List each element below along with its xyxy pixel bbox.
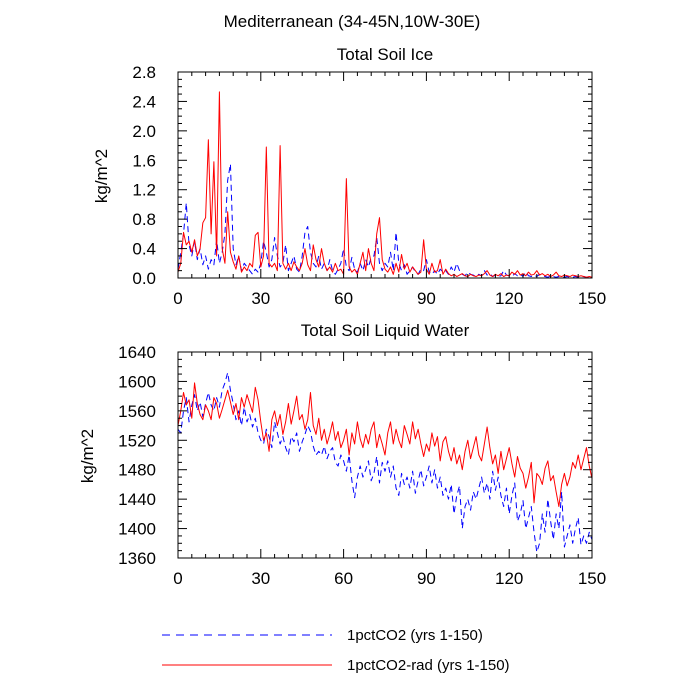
soil-liquid-series-layer: [177, 372, 593, 553]
soil-ice-xtick-label: 30: [251, 289, 270, 308]
legend-label-1pctco2-rad: 1pctCO2-rad (yrs 1-150): [347, 657, 510, 674]
soil-ice-ytick-label: 0.0: [132, 269, 156, 288]
region-title: Mediterranean (34-45N,10W-30E): [224, 12, 481, 31]
soil-liquid-series-1pctco2-line: [177, 372, 593, 553]
legend: 1pctCO2 (yrs 1-150) 1pctCO2-rad (yrs 1-1…: [162, 627, 510, 674]
soil-ice-ytick-label: 1.2: [132, 181, 156, 200]
soil-liquid-ytick-label: 1560: [118, 402, 156, 421]
soil-ice-ytick-label: 0.4: [132, 240, 156, 259]
soil-liquid-xtick-label: 30: [251, 569, 270, 588]
legend-label-1pctco2: 1pctCO2 (yrs 1-150): [347, 627, 483, 644]
soil-liquid-xtick-label: 60: [334, 569, 353, 588]
soil-ice-panel: Total Soil Ice kg/m^2 0 30 60 90 120 150 0.0 0.…: [92, 45, 606, 308]
soil-liquid-series-1pctco2-rad-line: [177, 382, 593, 507]
soil-ice-series-1pctco2-rad-line: [177, 91, 593, 278]
soil-liquid-ytick-label: 1520: [118, 431, 156, 450]
soil-liquid-ytick-label: 1400: [118, 520, 156, 539]
soil-ice-title: Total Soil Ice: [337, 45, 433, 64]
soil-ice-xtick-label: 120: [495, 289, 523, 308]
soil-liquid-xtick-label: 0: [173, 569, 182, 588]
soil-liquid-panel: Total Soil Liquid Water kg/m^2 0 30 60 90 12…: [78, 321, 606, 588]
soil-ice-ytick-label: 2.4: [132, 92, 156, 111]
soil-ice-xtick-label: 0: [173, 289, 182, 308]
soil-liquid-xtick-label: 90: [417, 569, 436, 588]
soil-ice-series-layer: [177, 91, 593, 279]
soil-liquid-ytick-label: 1360: [118, 549, 156, 568]
soil-liquid-xtick-label: 120: [495, 569, 523, 588]
soil-liquid-xtick-label: 150: [578, 569, 606, 588]
soil-liquid-title: Total Soil Liquid Water: [301, 321, 470, 340]
soil-liquid-ytick-label: 1480: [118, 461, 156, 480]
soil-liquid-ytick-label: 1440: [118, 490, 156, 509]
soil-liquid-ytick-label: 1600: [118, 372, 156, 391]
soil-ice-ylabel: kg/m^2: [92, 149, 111, 203]
soil-ice-xtick-label: 90: [417, 289, 436, 308]
soil-ice-plot-frame: [177, 71, 593, 279]
soil-ice-xtick-label: 150: [578, 289, 606, 308]
soil-ice-ytick-label: 2.8: [132, 63, 156, 82]
soil-ice-xtick-label: 60: [334, 289, 353, 308]
soil-liquid-axes: 0 30 60 90 120 150 1360 1400 1440 1480 1520 1560 160…: [118, 343, 606, 588]
soil-ice-ytick-label: 0.8: [132, 210, 156, 229]
soil-liquid-ylabel: kg/m^2: [78, 429, 97, 483]
soil-ice-series-1pctco2-line: [177, 163, 593, 279]
soil-ice-ytick-label: 1.6: [132, 151, 156, 170]
soil-liquid-ytick-label: 1640: [118, 343, 156, 362]
soil-ice-ytick-label: 2.0: [132, 122, 156, 141]
soil-ice-axes: 0 30 60 90 120 150 0.0 0.4 0.8 1.2 1.6 2.0 2.4 2.8: [132, 63, 606, 308]
